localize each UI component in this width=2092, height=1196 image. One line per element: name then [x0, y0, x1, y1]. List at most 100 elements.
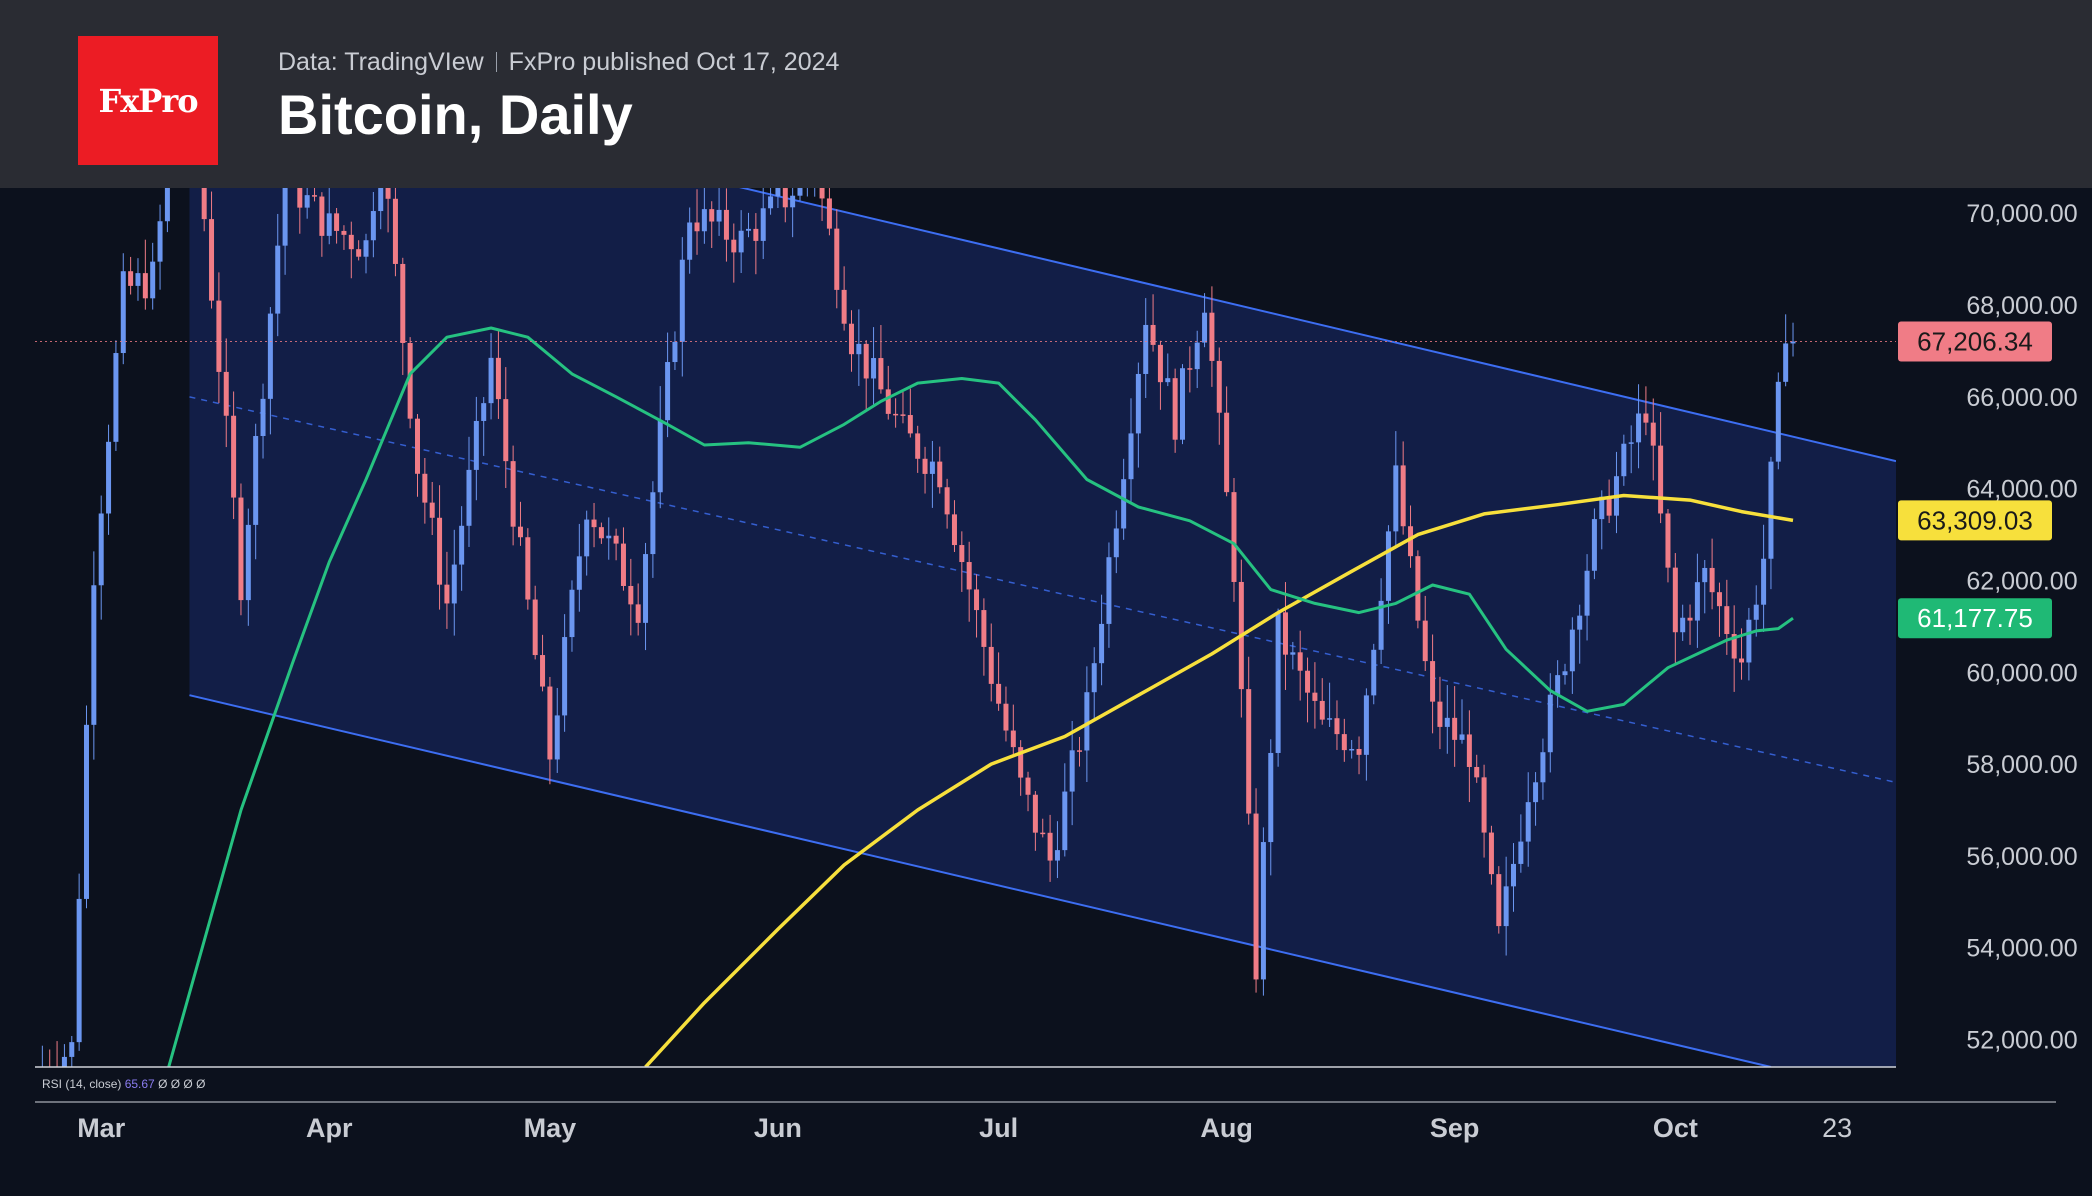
candle-body — [959, 545, 965, 563]
candle-body — [694, 222, 700, 232]
candle-body — [348, 234, 354, 250]
candle-body — [231, 415, 237, 498]
candle-body — [1628, 442, 1634, 444]
candle-body — [517, 526, 523, 538]
candle-body — [297, 188, 303, 208]
candle-body — [106, 441, 112, 514]
candle — [826, 188, 832, 236]
candle — [1165, 353, 1171, 387]
candle — [304, 188, 310, 219]
candle-body — [400, 263, 406, 343]
candle — [83, 705, 89, 909]
candle-body — [922, 458, 928, 474]
candle-body — [1569, 629, 1575, 672]
candle-body — [1305, 670, 1311, 693]
candle-body — [1106, 557, 1112, 624]
candle — [216, 272, 222, 404]
candle-body — [1650, 422, 1656, 446]
candle — [400, 257, 406, 375]
candle-body — [988, 646, 994, 684]
last-price-badge-bg — [1898, 321, 2052, 362]
candle — [1488, 825, 1494, 885]
candle-body — [709, 209, 715, 222]
candle-body — [701, 209, 707, 232]
candle — [1496, 866, 1502, 934]
candle-body — [665, 362, 671, 421]
candle-body — [1341, 734, 1347, 751]
candle — [1636, 384, 1642, 469]
candle-body — [1496, 874, 1502, 927]
candle-body — [569, 589, 575, 638]
candle — [1503, 856, 1509, 956]
candle — [1415, 550, 1421, 629]
candle — [1209, 286, 1215, 387]
candle-body — [187, 118, 192, 133]
candle — [231, 391, 237, 520]
candle-body — [554, 715, 560, 760]
candle — [944, 478, 950, 529]
candle — [731, 223, 737, 283]
candle-body — [1680, 617, 1686, 633]
candle-body — [473, 420, 479, 470]
candle — [444, 551, 450, 629]
candle — [547, 676, 553, 785]
candle — [164, 188, 170, 233]
candle — [1555, 660, 1561, 708]
candle-body — [1334, 718, 1340, 735]
candle — [929, 440, 935, 508]
candle — [814, 188, 816, 197]
candle — [407, 337, 413, 429]
candle-body — [805, 176, 810, 178]
candle — [1106, 542, 1112, 648]
candle-body — [1415, 556, 1421, 621]
candle — [996, 652, 1002, 711]
candle — [1113, 510, 1119, 574]
candle — [1385, 525, 1391, 624]
candle-body — [1591, 519, 1597, 571]
candle — [775, 188, 781, 209]
candle — [915, 425, 921, 473]
candle-body — [532, 599, 538, 656]
x-tick-label: May — [524, 1113, 577, 1143]
candle-body — [1260, 842, 1266, 980]
candle — [363, 233, 369, 274]
candle-body — [128, 271, 134, 286]
candle — [1003, 686, 1009, 742]
candle-body — [716, 209, 722, 222]
candle — [1518, 814, 1524, 873]
candle-body — [1077, 750, 1083, 752]
candle — [1731, 605, 1737, 692]
candle-body — [1555, 675, 1561, 695]
candle-body — [1540, 752, 1546, 783]
candle — [878, 325, 884, 394]
candle-body — [216, 300, 222, 372]
candle — [1569, 617, 1575, 694]
candle-body — [481, 403, 487, 421]
candle-body — [1179, 368, 1185, 440]
separator — [495, 52, 497, 72]
plot-area — [41, 118, 1896, 1067]
candle — [150, 242, 156, 310]
candle-body — [223, 371, 229, 416]
candle — [569, 580, 575, 652]
candle-body — [83, 724, 89, 899]
candle — [41, 1045, 43, 1067]
candle — [562, 614, 568, 732]
candle — [643, 542, 649, 651]
candle-body — [1724, 606, 1730, 635]
y-tick-label: 56,000.00 — [1966, 843, 2077, 871]
candle — [797, 188, 803, 202]
indicator-extra: Ø Ø Ø Ø — [158, 1077, 205, 1091]
candle-body — [1584, 570, 1590, 616]
candle — [746, 212, 752, 238]
candle-body — [378, 188, 384, 212]
candle-body — [1032, 794, 1038, 833]
candle — [1319, 678, 1325, 725]
candle — [922, 446, 928, 494]
candle-body — [260, 398, 266, 437]
candle — [488, 333, 494, 420]
y-tick-label: 70,000.00 — [1966, 200, 2077, 228]
candle — [341, 225, 347, 250]
candle-body — [290, 169, 295, 178]
candle-body — [466, 469, 472, 526]
